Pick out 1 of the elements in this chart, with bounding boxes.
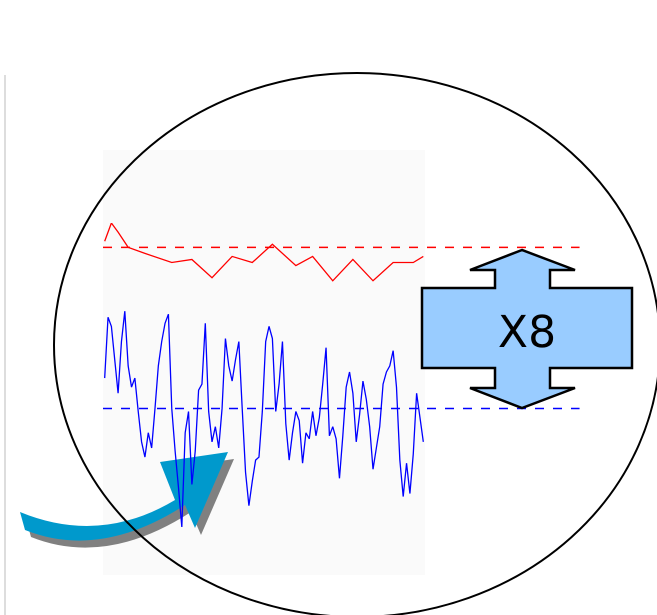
double-arrow-icon: X8: [420, 248, 634, 410]
